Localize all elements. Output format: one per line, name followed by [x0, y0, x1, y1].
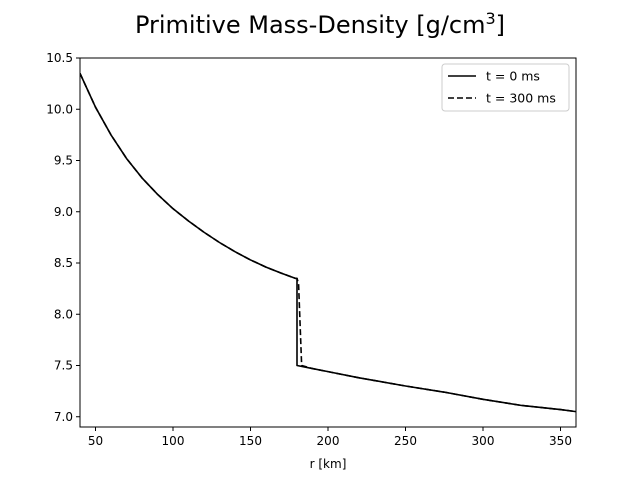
x-tick-label-200: 200 — [317, 434, 340, 448]
x-tick-label-350: 350 — [549, 434, 572, 448]
legend-label-0: t = 0 ms — [486, 69, 540, 84]
y-tick-label-6: 10.0 — [46, 102, 73, 116]
series-line-0 — [80, 73, 576, 413]
legend-label-1: t = 300 ms — [486, 91, 556, 106]
x-tick-label-250: 250 — [394, 434, 417, 448]
chart-title-main: Primitive Mass-Density [g/cm — [135, 11, 486, 39]
y-tick-label-4: 9.0 — [54, 205, 73, 219]
y-tick-label-7: 10.5 — [46, 51, 73, 65]
y-tick-label-3: 8.5 — [54, 256, 73, 270]
chart-title-superscript: 3 — [485, 9, 495, 28]
y-tick-label-5: 9.5 — [54, 154, 73, 168]
plot-area: 50 100 150 200 250 300 350 7.0 7.5 8.0 8.5 9.0 9.5 10… — [46, 51, 577, 448]
series-line-1 — [80, 73, 576, 413]
x-axis-label: r [km] — [310, 457, 347, 471]
x-tick-label-150: 150 — [239, 434, 262, 448]
y-tick-label-1: 7.5 — [54, 359, 73, 373]
y-tick-label-2: 8.0 — [54, 307, 73, 321]
chart-title: Primitive Mass-Density [g/cm3] — [135, 9, 505, 39]
x-tick-label-300: 300 — [472, 434, 495, 448]
y-tick-label-0: 7.0 — [54, 410, 73, 424]
x-tick-label-100: 100 — [162, 434, 185, 448]
x-tick-label-50: 50 — [88, 434, 103, 448]
chart-title-suffix: ] — [496, 11, 505, 39]
